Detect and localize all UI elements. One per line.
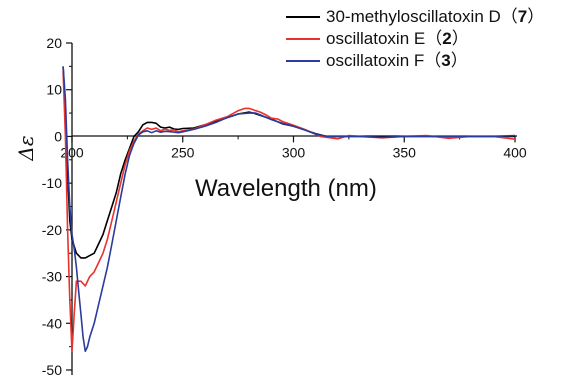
legend-compound-number: 3 [441,51,450,70]
y-axis-title: Δε [14,135,38,161]
y-tick-label: 0 [54,128,62,144]
y-tick-label: 10 [46,82,62,98]
y-tick-label: -30 [42,269,62,285]
legend-paren-open: （ [501,7,518,26]
legend-label-oscillatoxin-e: oscillatoxin E（2） [326,29,469,48]
x-tick-label: 200 [60,144,84,160]
legend-label-30-methyloscillatoxin-d: 30-methyloscillatoxin D（7） [326,7,544,26]
x-tick-label: 400 [503,144,527,160]
x-tick-label: 300 [282,144,306,160]
series-line-30-methyloscillatoxin-d [62,66,515,259]
legend-series-name: oscillatoxin F [326,51,424,70]
legend-label-oscillatoxin-f: oscillatoxin F（3） [326,51,468,70]
legend: 30-methyloscillatoxin D（7）oscillatoxin E… [286,7,544,70]
x-axis-title: Wavelength (nm) [195,175,377,202]
y-tick-label: -40 [42,315,62,331]
legend-series-name: 30-methyloscillatoxin D [326,7,501,26]
legend-paren-open: （ [424,51,441,70]
legend-paren-close: ） [527,7,544,26]
legend-compound-number: 2 [442,29,451,48]
x-tick-label: 250 [171,144,195,160]
x-tick-label: 350 [393,144,417,160]
y-tick-label: 20 [46,35,62,51]
y-tick-label: -50 [42,362,62,377]
legend-paren-close: ） [451,51,468,70]
legend-compound-number: 7 [518,7,527,26]
series-line-oscillatoxin-e [62,70,516,353]
legend-series-name: oscillatoxin E [326,29,425,48]
series-line-oscillatoxin-f [62,66,516,353]
series-lines [62,66,516,353]
y-tick-label: -10 [42,175,62,191]
legend-paren-close: ） [452,29,469,48]
y-tick-label: -20 [42,222,62,238]
legend-paren-open: （ [425,29,442,48]
